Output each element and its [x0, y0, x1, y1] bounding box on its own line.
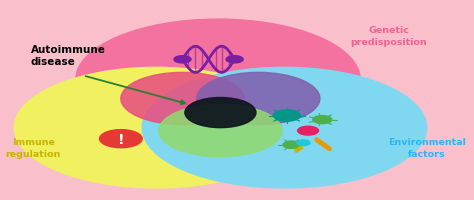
- Text: Autoimmune
disease: Autoimmune disease: [31, 45, 106, 67]
- Text: Immune
regulation: Immune regulation: [6, 138, 61, 158]
- Circle shape: [159, 105, 282, 157]
- Circle shape: [298, 127, 319, 135]
- Circle shape: [14, 68, 299, 188]
- Circle shape: [121, 73, 244, 125]
- Circle shape: [185, 98, 256, 128]
- Text: !: !: [118, 132, 124, 146]
- Text: Environmental
factors: Environmental factors: [388, 138, 465, 158]
- Circle shape: [273, 110, 300, 122]
- Circle shape: [313, 116, 332, 124]
- Circle shape: [76, 20, 360, 140]
- Circle shape: [297, 140, 310, 146]
- Text: Genetic
predisposition: Genetic predisposition: [350, 26, 427, 46]
- Circle shape: [100, 130, 142, 148]
- Circle shape: [174, 56, 191, 64]
- Circle shape: [197, 73, 320, 125]
- Circle shape: [142, 68, 427, 188]
- Circle shape: [226, 56, 243, 64]
- Circle shape: [283, 141, 300, 149]
